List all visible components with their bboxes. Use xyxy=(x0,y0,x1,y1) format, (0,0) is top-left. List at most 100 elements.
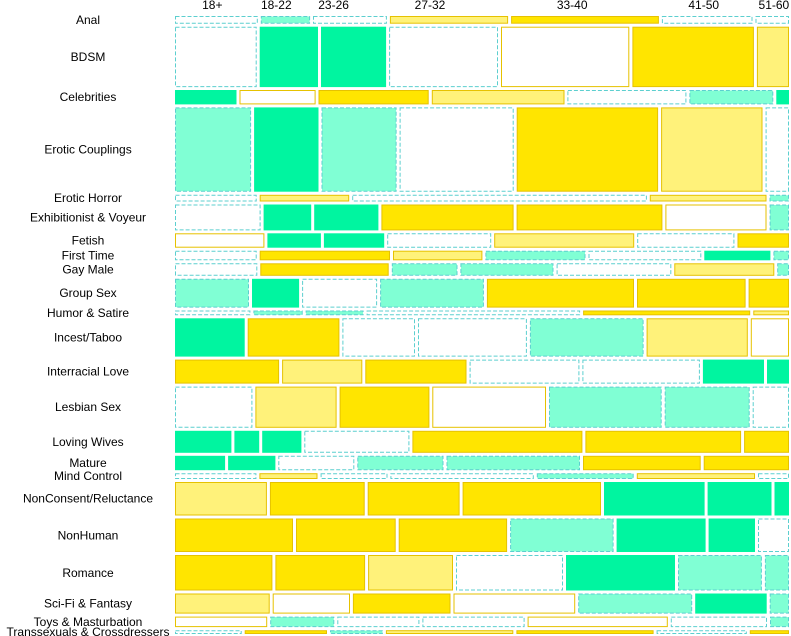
mosaic-cell xyxy=(357,455,444,471)
mosaic-cell xyxy=(366,310,581,316)
mosaic-cell xyxy=(339,386,430,428)
mosaic-cell xyxy=(704,250,771,261)
mosaic-cell xyxy=(501,26,630,88)
mosaic-cell xyxy=(462,482,601,516)
row-label: Fetish xyxy=(72,234,105,248)
mosaic-cell xyxy=(342,318,415,357)
mosaic-cell xyxy=(175,233,265,248)
mosaic-cell xyxy=(390,473,534,480)
mosaic-cell xyxy=(255,386,337,428)
mosaic-cell xyxy=(460,263,554,276)
mosaic-cell xyxy=(646,318,748,357)
mosaic-cells xyxy=(175,16,790,635)
mosaic-cell xyxy=(262,430,302,453)
mosaic-cell xyxy=(636,473,755,480)
mosaic-cell xyxy=(753,310,789,316)
mosaic-cell xyxy=(260,16,311,24)
mosaic-cell xyxy=(244,630,327,635)
mosaic-cell xyxy=(656,630,747,635)
mosaic-cell xyxy=(269,482,365,516)
row-label: Exhibitionist & Voyeur xyxy=(30,210,146,224)
mosaic-cell xyxy=(769,593,790,614)
mosaic-cell xyxy=(637,278,746,308)
mosaic-cell xyxy=(412,430,583,453)
mosaic-cell xyxy=(664,386,750,428)
mosaic-cell xyxy=(674,263,775,276)
mosaic-cell xyxy=(254,107,319,192)
mosaic-cell xyxy=(305,310,364,316)
column-label: 18+ xyxy=(202,0,222,12)
mosaic-cell xyxy=(175,455,226,471)
mosaic-cell xyxy=(689,90,774,105)
mosaic-cell xyxy=(175,359,280,384)
mosaic-cell xyxy=(175,310,251,316)
mosaic-cell xyxy=(431,90,565,105)
mosaic-cell xyxy=(389,16,509,24)
row-label: Sci-Fi & Fantasy xyxy=(44,597,132,611)
mosaic-cell xyxy=(259,194,350,202)
mosaic-cell xyxy=(175,194,257,202)
row-label: Romance xyxy=(62,566,114,580)
mosaic-cell xyxy=(278,455,355,471)
row-labels: Anal BDSM Celebrities Erotic Couplings Eroti… xyxy=(7,13,170,636)
row-label: Erotic Couplings xyxy=(44,143,131,157)
mosaic-cell xyxy=(536,473,634,480)
column-label: 23-26 xyxy=(318,0,349,12)
mosaic-cell xyxy=(469,359,580,384)
mosaic-cell xyxy=(707,482,772,516)
column-label: 18-22 xyxy=(261,0,292,12)
mosaic-cell xyxy=(175,430,232,453)
mosaic-cell xyxy=(756,26,790,88)
mosaic-cell xyxy=(758,473,789,480)
mosaic-cell xyxy=(389,26,499,88)
row-label: BDSM xyxy=(71,50,106,64)
mosaic-cell xyxy=(175,318,245,357)
mosaic-cell xyxy=(453,593,576,614)
mosaic-cell xyxy=(485,250,586,261)
mosaic-cell xyxy=(175,90,237,105)
mosaic-cell xyxy=(272,593,351,614)
mosaic-cell xyxy=(398,518,508,552)
mosaic-cell xyxy=(670,616,767,628)
mosaic-cell xyxy=(637,233,735,248)
column-labels: 18+ 18-22 23-26 27-32 33-40 41-50 51-60 xyxy=(202,0,789,12)
mosaic-cell xyxy=(755,16,789,24)
mosaic-cell xyxy=(175,16,258,24)
mosaic-cell xyxy=(175,26,257,88)
mosaic-cell xyxy=(282,359,363,384)
mosaic-cell xyxy=(267,233,321,248)
mosaic-cell xyxy=(318,90,429,105)
mosaic-cell xyxy=(259,26,319,88)
mosaic-cell xyxy=(239,90,316,105)
mosaic-cell xyxy=(764,555,790,591)
mosaic-cell xyxy=(583,310,751,316)
mosaic-cell xyxy=(228,455,276,471)
mosaic-cell xyxy=(776,90,789,105)
mosaic-cell xyxy=(352,593,451,614)
mosaic-cell xyxy=(516,630,654,635)
mosaic-cell xyxy=(323,233,385,248)
mosaic-cell xyxy=(175,593,270,614)
mosaic-cell xyxy=(744,430,789,453)
row-label: Interracial Love xyxy=(47,365,129,379)
mosaic-cell xyxy=(486,278,634,308)
mosaic-cell xyxy=(381,204,514,231)
mosaic-cell xyxy=(399,107,514,192)
row-label: Loving Wives xyxy=(52,435,123,449)
mosaic-cell xyxy=(511,16,659,24)
column-label: 27-32 xyxy=(415,0,446,12)
row-label: Mind Control xyxy=(54,469,122,483)
mosaic-cell xyxy=(516,107,659,192)
mosaic-cell xyxy=(330,630,383,635)
mosaic-cell xyxy=(175,278,249,308)
mosaic-cell xyxy=(175,473,257,480)
mosaic-cell xyxy=(765,107,789,192)
mosaic-cell xyxy=(175,518,293,552)
mosaic-cell xyxy=(247,318,340,357)
row-label: NonConsent/Reluctance xyxy=(23,492,153,506)
mosaic-cell xyxy=(770,616,789,628)
row-label: Celebrities xyxy=(60,90,117,104)
row-label: Toys & Masturbation xyxy=(34,615,143,629)
column-label: 33-40 xyxy=(557,0,588,12)
mosaic-cell xyxy=(567,90,687,105)
